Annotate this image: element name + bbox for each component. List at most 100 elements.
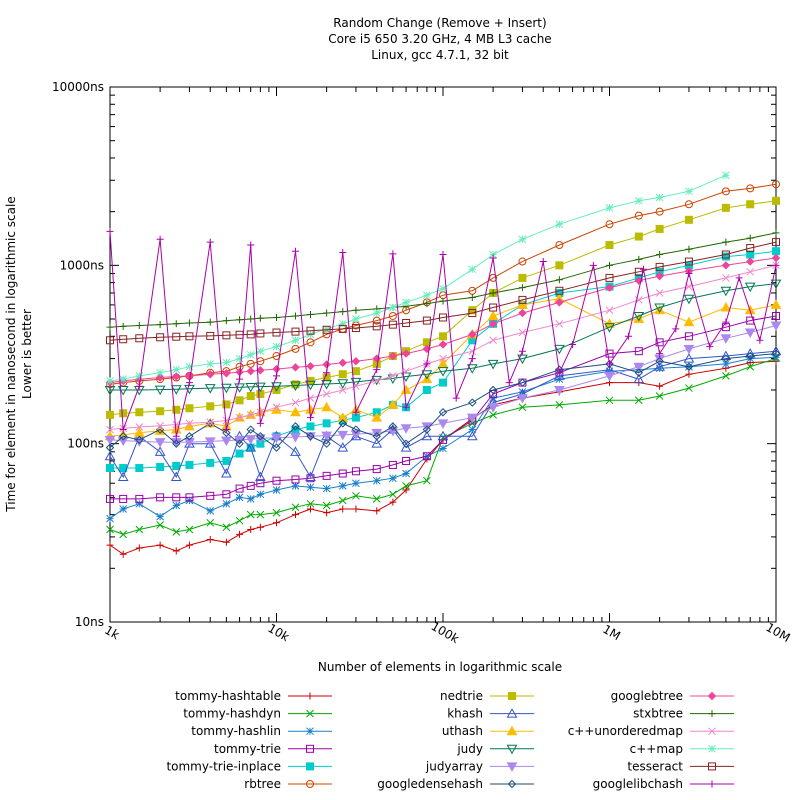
data-point (119, 375, 128, 384)
data-point (185, 404, 194, 413)
data-point (656, 350, 664, 358)
legend: tommy-hashtable tommy-hashdyn tommy-hashli… (166, 689, 734, 791)
data-point (172, 493, 181, 502)
data-point (339, 249, 347, 257)
data-point (685, 245, 693, 253)
data-point (422, 316, 431, 325)
data-point (337, 430, 349, 441)
data-point (256, 314, 264, 322)
data-point (236, 375, 244, 383)
legend-item: tesseract (627, 759, 734, 773)
legend-item: c++map (630, 742, 734, 756)
data-point (338, 496, 347, 505)
data-point (323, 369, 331, 377)
data-point (605, 220, 614, 229)
data-point (273, 313, 280, 321)
data-point (135, 494, 144, 503)
data-point (720, 350, 732, 361)
data-point (421, 370, 433, 380)
data-point (222, 523, 231, 532)
data-point (172, 432, 180, 440)
data-point (322, 325, 331, 334)
data-point (246, 495, 255, 503)
series-line (109, 174, 727, 382)
data-point (206, 458, 215, 467)
data-point (770, 321, 782, 331)
data-point (291, 247, 299, 255)
data-point (104, 435, 116, 446)
data-point (291, 327, 300, 336)
data-point (589, 261, 597, 269)
data-point (235, 449, 244, 458)
data-point (135, 435, 144, 445)
legend-swatch-marker (507, 779, 517, 789)
data-point (135, 499, 144, 508)
data-point (400, 442, 412, 452)
data-point (439, 251, 447, 259)
data-point (468, 355, 476, 363)
data-point (271, 433, 282, 444)
data-point (746, 267, 755, 276)
data-point (185, 460, 194, 469)
data-point (351, 467, 360, 476)
legend-item: judy (456, 742, 534, 756)
data-point (306, 483, 315, 492)
legend-item: tommy-hashlin (191, 724, 332, 738)
data-point (518, 284, 526, 292)
data-point (639, 265, 647, 273)
data-point (135, 372, 144, 380)
data-point (437, 430, 449, 441)
data-point (605, 306, 614, 315)
data-point (634, 396, 643, 405)
data-point (655, 364, 664, 373)
data-point (106, 464, 114, 473)
data-point (350, 430, 362, 441)
data-point (256, 510, 265, 519)
series-googlelibchash (106, 227, 780, 440)
data-point (772, 311, 780, 320)
legend-label: tommy-trie-inplace (166, 759, 281, 773)
data-point (206, 507, 215, 515)
data-point (206, 491, 215, 500)
data-point (487, 403, 499, 413)
data-point (206, 402, 215, 411)
data-point (351, 367, 360, 376)
data-point (156, 462, 165, 471)
data-point (185, 525, 194, 534)
data-point (539, 258, 547, 266)
data-point (306, 361, 315, 371)
data-point (272, 342, 281, 351)
data-point (746, 234, 754, 242)
data-point (246, 330, 255, 339)
legend-item: uthash (442, 724, 534, 738)
data-point (185, 362, 194, 371)
legend-swatch-marker (506, 762, 518, 772)
data-point (487, 310, 499, 320)
data-point (246, 411, 255, 419)
data-point (222, 331, 231, 340)
data-point (634, 267, 643, 276)
data-point (222, 538, 230, 546)
legend-swatch-marker (707, 691, 717, 701)
data-point (468, 294, 476, 302)
data-point (489, 254, 497, 262)
data-point (352, 505, 360, 513)
data-point (439, 354, 447, 363)
data-point (323, 509, 331, 517)
data-point (466, 413, 478, 424)
data-point (291, 422, 300, 431)
data-point (106, 541, 114, 549)
data-point (255, 471, 266, 482)
data-point (389, 498, 397, 506)
data-point (389, 490, 397, 499)
legend-swatch-marker (708, 762, 716, 771)
y-tick-label: 100ns (67, 437, 104, 451)
data-point (338, 324, 347, 333)
x-tick-label: 100k (429, 619, 462, 646)
data-point (604, 323, 615, 333)
data-point (273, 372, 280, 380)
data-point (402, 298, 410, 307)
data-point (236, 316, 244, 324)
data-point (338, 469, 347, 478)
data-point (290, 381, 301, 391)
